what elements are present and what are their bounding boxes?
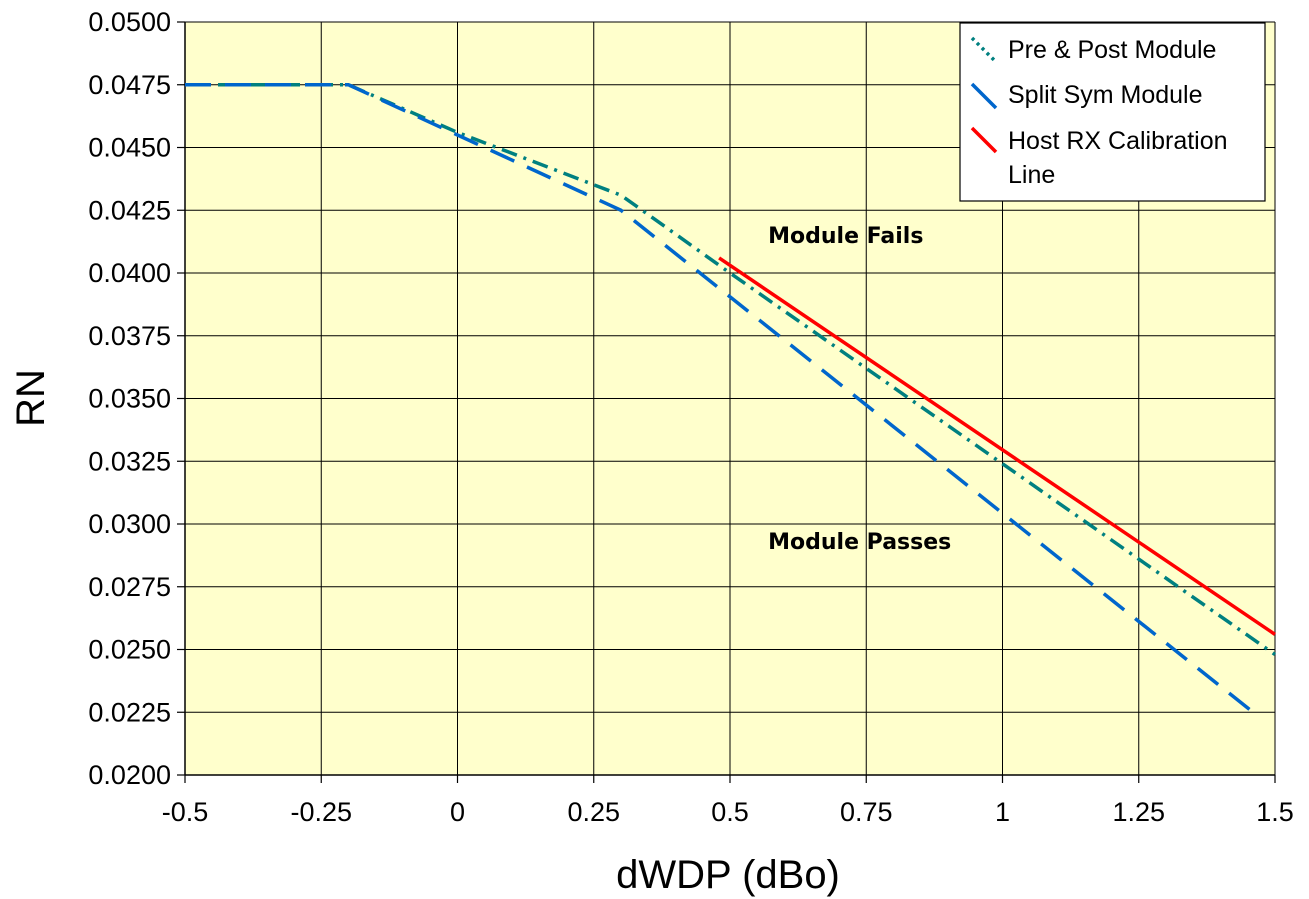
annotation-1: Module Passes <box>768 530 951 555</box>
x-tick-label: -0.25 <box>290 797 352 827</box>
y-tick-label: 0.0300 <box>88 509 171 539</box>
y-tick-label: 0.0475 <box>88 70 171 100</box>
x-axis-title: dWDP (dBo) <box>616 853 840 897</box>
annotations: Module Fails Module Passes <box>768 224 951 555</box>
legend-label-0: Pre & Post Module <box>1008 36 1216 64</box>
y-tick-label: 0.0500 <box>88 7 171 37</box>
legend-swatch-0 <box>970 36 998 64</box>
y-axis-ticks: 0.0200 0.0225 0.0250 0.0275 0.0300 0.0325 0.03… <box>88 7 185 790</box>
x-tick-label: 0.5 <box>711 797 749 827</box>
series-line-2 <box>718 256 1276 636</box>
x-tick-label: 0 <box>450 797 465 827</box>
y-tick-label: 0.0375 <box>88 321 171 351</box>
x-tick-label: 1.5 <box>1256 797 1294 827</box>
legend: Pre & Post Module Split Sym Module Host RX… <box>959 22 1266 202</box>
legend-label-1: Split Sym Module <box>1008 81 1203 109</box>
x-tick-label: 1.25 <box>1112 797 1165 827</box>
x-tick-label: 1 <box>995 797 1010 827</box>
annotation-0: Module Fails <box>768 224 923 249</box>
legend-box <box>959 22 1266 202</box>
y-tick-label: 0.0350 <box>88 384 171 414</box>
series-line-1 <box>185 83 1255 714</box>
y-tick-label: 0.0400 <box>88 258 171 288</box>
x-axis-ticks: -0.5 -0.25 0 0.25 0.5 0.75 1 1.25 1.5 <box>162 775 1294 827</box>
legend-label-2: Host RX Calibration Line <box>1008 127 1228 189</box>
y-tick-label: 0.0450 <box>88 133 171 163</box>
y-tick-label: 0.0200 <box>88 760 171 790</box>
y-tick-label: 0.0250 <box>88 635 171 665</box>
y-axis-title: RN <box>9 369 53 427</box>
y-tick-label: 0.0225 <box>88 697 171 727</box>
series-lines <box>185 83 1277 714</box>
legend-swatch-1 <box>970 82 998 110</box>
x-tick-label: 0.25 <box>567 797 620 827</box>
y-tick-label: 0.0425 <box>88 195 171 225</box>
y-tick-label: 0.0275 <box>88 572 171 602</box>
legend-swatch-2 <box>970 126 998 154</box>
y-tick-label: 0.0325 <box>88 446 171 476</box>
x-tick-label: 0.75 <box>840 797 893 827</box>
x-tick-label: -0.5 <box>162 797 209 827</box>
